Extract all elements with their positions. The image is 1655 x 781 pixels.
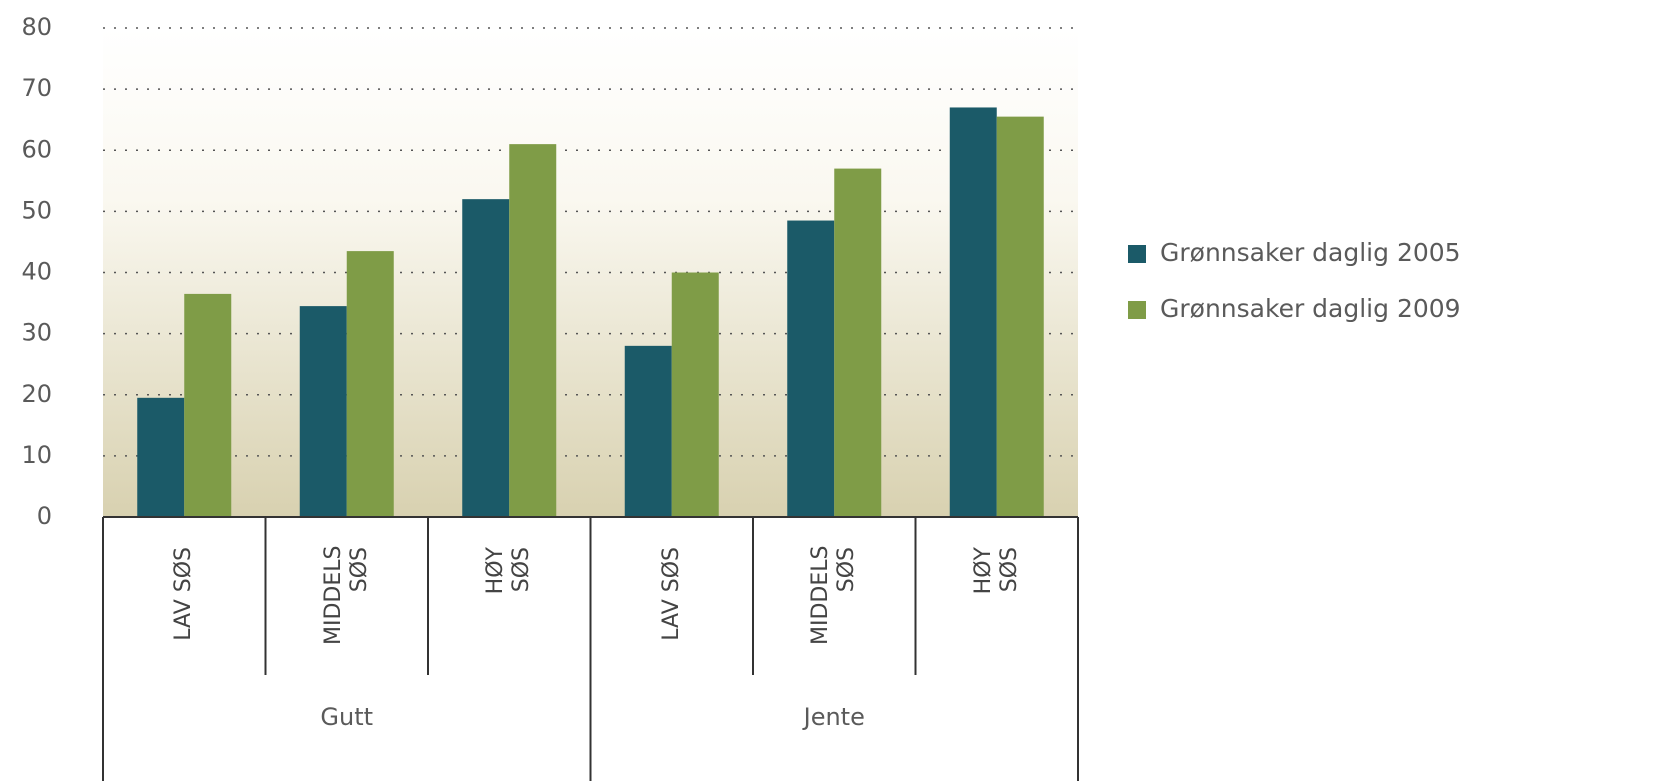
bar: [137, 397, 185, 517]
legend-swatch: [1128, 245, 1146, 263]
group-label: Gutt: [320, 703, 373, 731]
x-tick-label: LAV SØS: [171, 547, 197, 641]
y-tick-label: 70: [21, 74, 52, 102]
y-tick-label: 80: [21, 13, 52, 41]
bar: [624, 345, 672, 517]
bar: [299, 306, 347, 517]
y-tick-label: 10: [21, 441, 52, 469]
bar: [787, 220, 835, 517]
x-tick-label: LAV SØS: [658, 547, 684, 641]
x-tick-label: MIDDELS SØS: [808, 545, 860, 645]
y-tick-label: 60: [21, 135, 52, 163]
bar: [996, 116, 1044, 517]
bar: [184, 293, 232, 517]
legend-label: Grønnsaker daglig 2005: [1160, 238, 1461, 267]
bar: [834, 168, 882, 517]
bar: [462, 199, 510, 517]
y-tick-label: 20: [21, 380, 52, 408]
x-tick-label: HØY SØS: [970, 547, 1022, 595]
y-tick-label: 40: [21, 258, 52, 286]
y-tick-label: 0: [37, 502, 52, 530]
bar: [346, 251, 394, 517]
legend-label: Grønnsaker daglig 2009: [1160, 294, 1461, 323]
x-tick-label: MIDDELS SØS: [320, 545, 372, 645]
bar: [509, 144, 557, 517]
bar: [949, 107, 997, 518]
legend-swatch: [1128, 301, 1146, 319]
x-tick-label: HØY SØS: [483, 547, 535, 595]
plot-background: [103, 28, 1078, 517]
y-tick-label: 50: [21, 196, 52, 224]
group-label: Jente: [802, 703, 865, 731]
bar: [671, 272, 719, 517]
y-tick-label: 30: [21, 319, 52, 347]
